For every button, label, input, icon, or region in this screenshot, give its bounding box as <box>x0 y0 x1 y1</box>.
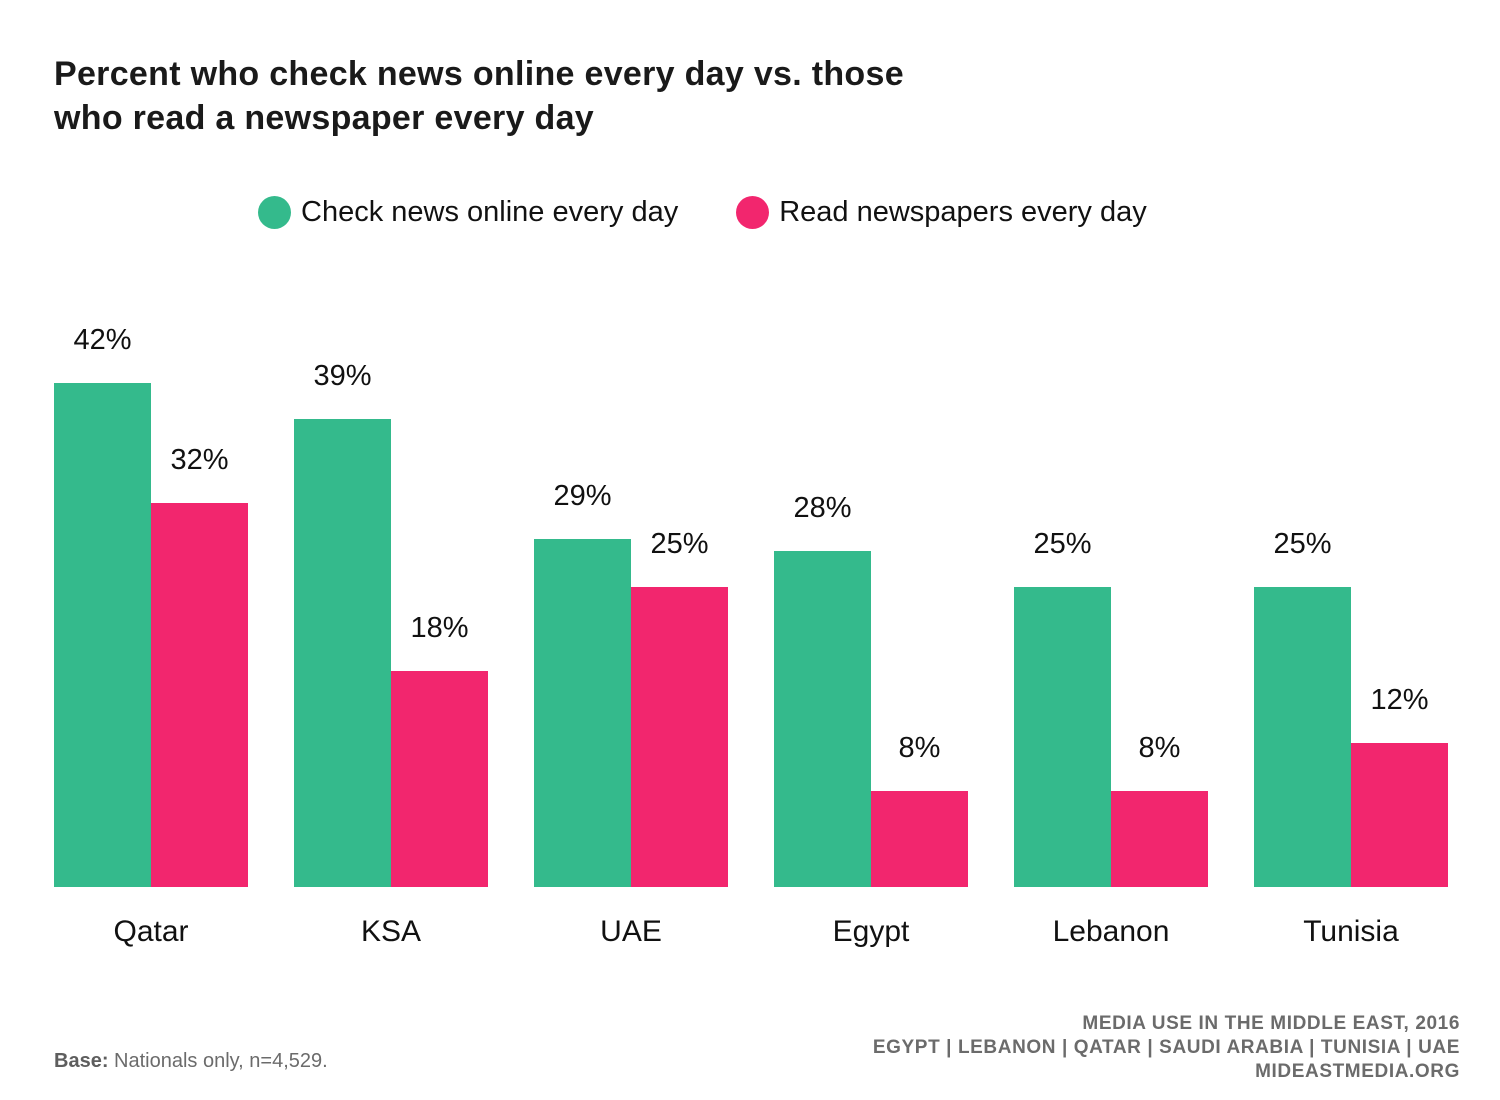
chart-title-line-2: who read a newspaper every day <box>54 99 595 137</box>
data-label-uae-series-2: 25% <box>650 528 708 560</box>
credit-line-2: EGYPT | LEBANON | QATAR | SAUDI ARABIA |… <box>872 1037 1460 1058</box>
bar-ksa-series-2 <box>391 671 488 887</box>
legend-swatch-online <box>258 196 291 229</box>
legend-item-online: Check news online every day <box>258 196 678 229</box>
legend-label-online: Check news online every day <box>301 196 679 228</box>
bar-qatar-series-2 <box>151 503 248 887</box>
credit-line-3: MIDEASTMEDIA.ORG <box>1255 1061 1460 1082</box>
bar-ksa-series-1 <box>294 419 391 887</box>
legend: Check news online every day Read newspap… <box>258 196 1205 229</box>
bar-lebanon-series-2 <box>1111 791 1208 887</box>
footnote-text: Nationals only, n=4,529. <box>108 1050 328 1072</box>
data-label-tunisia-series-1: 25% <box>1273 528 1331 560</box>
category-label-tunisia: Tunisia <box>1303 915 1399 948</box>
bar-tunisia-series-2 <box>1351 743 1448 887</box>
footnote: Base: Nationals only, n=4,529. <box>54 1050 328 1073</box>
legend-item-newspapers: Read newspapers every day <box>736 196 1147 229</box>
category-label-lebanon: Lebanon <box>1053 915 1170 948</box>
chart-title-line-1: Percent who check news online every day … <box>54 55 904 93</box>
credit-line-1: MEDIA USE IN THE MIDDLE EAST, 2016 <box>1082 1013 1460 1034</box>
data-label-uae-series-1: 29% <box>553 480 611 512</box>
data-label-qatar-series-2: 32% <box>170 444 228 476</box>
data-label-egypt-series-2: 8% <box>899 732 941 764</box>
category-label-ksa: KSA <box>361 915 421 948</box>
bar-chart: 42% 32% Qatar 39% 18% KSA 29% 25% UAE 28% 8% Egypt 2… <box>54 324 1448 948</box>
bar-egypt-series-2 <box>871 791 968 887</box>
data-label-lebanon-series-2: 8% <box>1139 732 1181 764</box>
legend-swatch-newspapers <box>736 196 770 229</box>
chart-title: Percent who check news online every day … <box>54 52 1054 140</box>
source-credit: MEDIA USE IN THE MIDDLE EAST, 2016 EGYPT… <box>873 1012 1460 1084</box>
data-label-qatar-series-1: 42% <box>73 324 131 356</box>
bar-uae-series-2 <box>631 587 728 887</box>
bar-qatar-series-1 <box>54 383 151 887</box>
category-label-qatar: Qatar <box>113 915 188 948</box>
data-label-egypt-series-1: 28% <box>793 492 851 524</box>
bar-egypt-series-1 <box>774 551 871 887</box>
data-label-lebanon-series-1: 25% <box>1033 528 1091 560</box>
data-label-ksa-series-1: 39% <box>313 360 371 392</box>
bar-lebanon-series-1 <box>1014 587 1111 887</box>
data-label-ksa-series-2: 18% <box>410 612 468 644</box>
category-label-egypt: Egypt <box>833 915 910 948</box>
data-label-tunisia-series-2: 12% <box>1370 684 1428 716</box>
bar-uae-series-1 <box>534 539 631 887</box>
legend-label-newspapers: Read newspapers every day <box>779 196 1147 228</box>
category-label-uae: UAE <box>600 915 662 948</box>
bar-tunisia-series-1 <box>1254 587 1351 887</box>
footnote-label: Base: <box>54 1050 109 1072</box>
